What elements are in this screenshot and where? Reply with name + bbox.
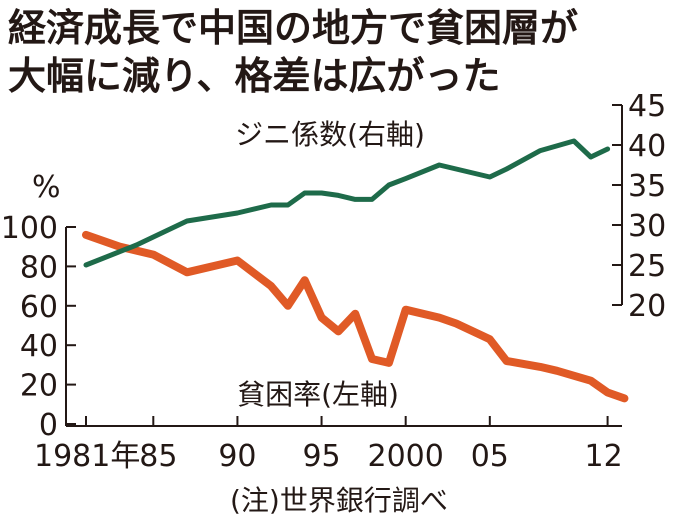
headline-line-2: 大幅に減り、格差は広がった	[8, 54, 501, 98]
left-axis-ticks: 0 20 40 60 80 100	[1, 211, 76, 443]
right-tick-label: 40	[628, 129, 666, 164]
left-tick-label: 80	[20, 250, 58, 285]
x-tick-label: 85	[139, 439, 177, 474]
left-tick-label: 100	[1, 211, 58, 246]
gini-series-label: ジニ係数(右軸)	[235, 118, 425, 151]
x-tick-label: 05	[471, 439, 509, 474]
left-tick-label: 20	[20, 369, 58, 404]
x-tick-label: 2000	[368, 439, 444, 474]
left-tick-label: 40	[20, 329, 58, 364]
right-tick-label: 30	[628, 209, 666, 244]
chart-axes	[65, 105, 623, 427]
left-tick-label: 60	[20, 290, 58, 325]
x-tick-label: 95	[302, 439, 340, 474]
left-tick-label: 0	[39, 408, 58, 443]
x-tick-label: 90	[218, 439, 256, 474]
headline: 経済成長で中国の地方で貧困層が 大幅に減り、格差は広がった	[8, 4, 673, 100]
x-tick-label: 12	[584, 439, 622, 474]
footnote: (注)世界銀行調べ	[230, 484, 448, 517]
poverty-series-label: 貧困率(左軸)	[237, 378, 399, 411]
headline-line-1: 経済成長で中国の地方で貧困層が	[8, 6, 579, 50]
right-tick-label: 45	[628, 89, 666, 124]
x-tick-label: 1981年	[34, 439, 140, 474]
left-axis-unit: %	[32, 170, 61, 205]
right-axis-ticks: 20 25 30 35 40 45	[612, 89, 666, 324]
gini-series-line	[83, 138, 611, 268]
right-tick-label: 35	[628, 169, 666, 204]
right-tick-label: 25	[628, 249, 666, 284]
chart-series	[82, 138, 629, 403]
right-tick-label: 20	[628, 289, 666, 324]
poverty-series-line	[82, 230, 629, 403]
